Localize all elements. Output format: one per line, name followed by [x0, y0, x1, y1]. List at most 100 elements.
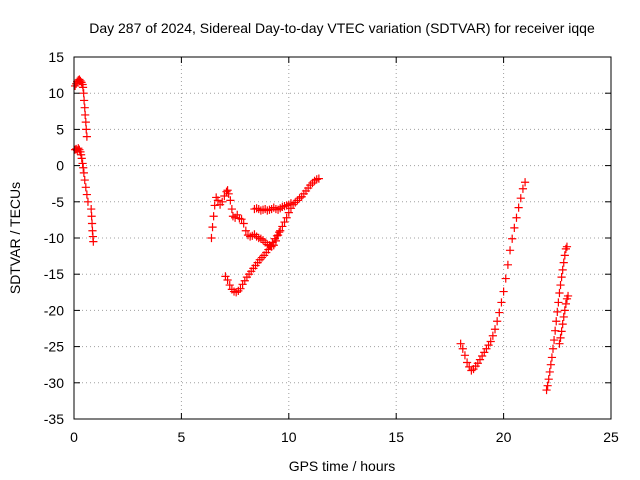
data-point — [544, 375, 553, 384]
data-point — [82, 132, 91, 141]
data-point — [499, 287, 508, 296]
y-tick-label: -20 — [44, 302, 64, 318]
data-point — [556, 333, 565, 343]
data-point — [547, 353, 557, 362]
data-point — [241, 226, 250, 235]
data-point — [495, 308, 504, 317]
y-tick-label: -30 — [44, 375, 64, 391]
y-tick-label: 0 — [56, 158, 64, 174]
data-point — [458, 344, 467, 353]
x-tick-label: 10 — [281, 429, 297, 445]
data-point — [545, 367, 554, 377]
data-point — [89, 237, 98, 246]
x-tick-label: 20 — [496, 429, 512, 445]
data-point — [490, 325, 500, 334]
y-tick-label: -25 — [44, 339, 64, 355]
data-point — [314, 174, 323, 183]
data-point — [562, 242, 572, 251]
data-point — [486, 337, 495, 346]
y-axis-label: SDTVAR / TECUs — [7, 182, 23, 294]
data-point — [503, 260, 512, 269]
data-point — [546, 360, 555, 369]
data-point — [79, 168, 88, 177]
data-point — [520, 178, 530, 187]
x-tick-label: 5 — [178, 429, 186, 445]
data-point — [282, 213, 291, 222]
data-point — [83, 197, 93, 206]
data-point — [286, 199, 296, 208]
data-point — [82, 125, 91, 134]
x-tick-label: 25 — [603, 429, 619, 445]
data-point — [82, 190, 91, 199]
data-point — [462, 358, 472, 367]
y-tick-label: -5 — [52, 194, 65, 210]
data-point — [280, 217, 289, 227]
data-point — [210, 201, 219, 210]
data-point — [512, 213, 521, 222]
data-point — [560, 306, 569, 315]
series-arc-5 — [221, 228, 284, 297]
data-point — [224, 189, 233, 198]
data-point — [560, 251, 569, 260]
data-point — [226, 196, 235, 205]
data-point — [543, 381, 552, 390]
data-point — [80, 175, 89, 185]
data-point — [207, 233, 216, 243]
y-tick-label: 10 — [48, 85, 64, 101]
data-point — [518, 184, 528, 193]
data-point — [514, 203, 523, 212]
data-point — [78, 83, 88, 92]
data-point — [460, 351, 470, 360]
data-point — [208, 223, 217, 232]
data-point — [81, 183, 90, 192]
data-point — [87, 219, 97, 228]
data-point — [79, 96, 89, 105]
data-point — [276, 226, 285, 235]
data-point — [223, 186, 232, 195]
series-arc-2 — [70, 144, 93, 206]
data-point — [218, 197, 227, 206]
data-point — [552, 317, 561, 326]
data-point — [516, 194, 525, 203]
data-point — [555, 339, 564, 348]
grid-lines — [74, 57, 611, 419]
data-point — [542, 385, 551, 395]
data-point — [563, 291, 573, 301]
data-point — [76, 150, 86, 159]
data-point — [78, 159, 87, 168]
data-point — [557, 327, 566, 336]
data-point — [79, 89, 88, 98]
data-point — [559, 312, 568, 322]
data-point — [501, 274, 510, 283]
data-point — [559, 258, 568, 267]
data-point — [77, 154, 86, 163]
y-tick-label: 5 — [56, 121, 64, 137]
data-point — [510, 223, 519, 232]
data-point — [555, 288, 564, 298]
y-tick-label: -10 — [44, 230, 64, 246]
data-point — [553, 307, 562, 316]
series-arc-6 — [250, 199, 296, 215]
data-point — [493, 317, 502, 326]
y-tick-label: -35 — [44, 411, 64, 427]
data-point — [87, 204, 96, 214]
data-point — [554, 298, 563, 307]
data-point — [239, 219, 248, 228]
data-point — [220, 191, 229, 201]
x-tick-label: 15 — [388, 429, 404, 445]
series-arc-3 — [87, 204, 98, 246]
series-arc-4 — [207, 174, 323, 251]
x-axis-label: GPS time / hours — [289, 458, 396, 474]
data-point — [237, 215, 246, 224]
data-point — [79, 163, 88, 172]
y-tick-label: -15 — [44, 266, 64, 282]
series-arc-1 — [70, 75, 91, 141]
data-point — [236, 284, 245, 293]
data-point — [278, 222, 287, 231]
data-point — [558, 320, 567, 329]
data-point — [561, 299, 570, 308]
series-arc-9 — [555, 291, 573, 348]
data-point — [505, 246, 515, 255]
data-point — [223, 275, 232, 285]
